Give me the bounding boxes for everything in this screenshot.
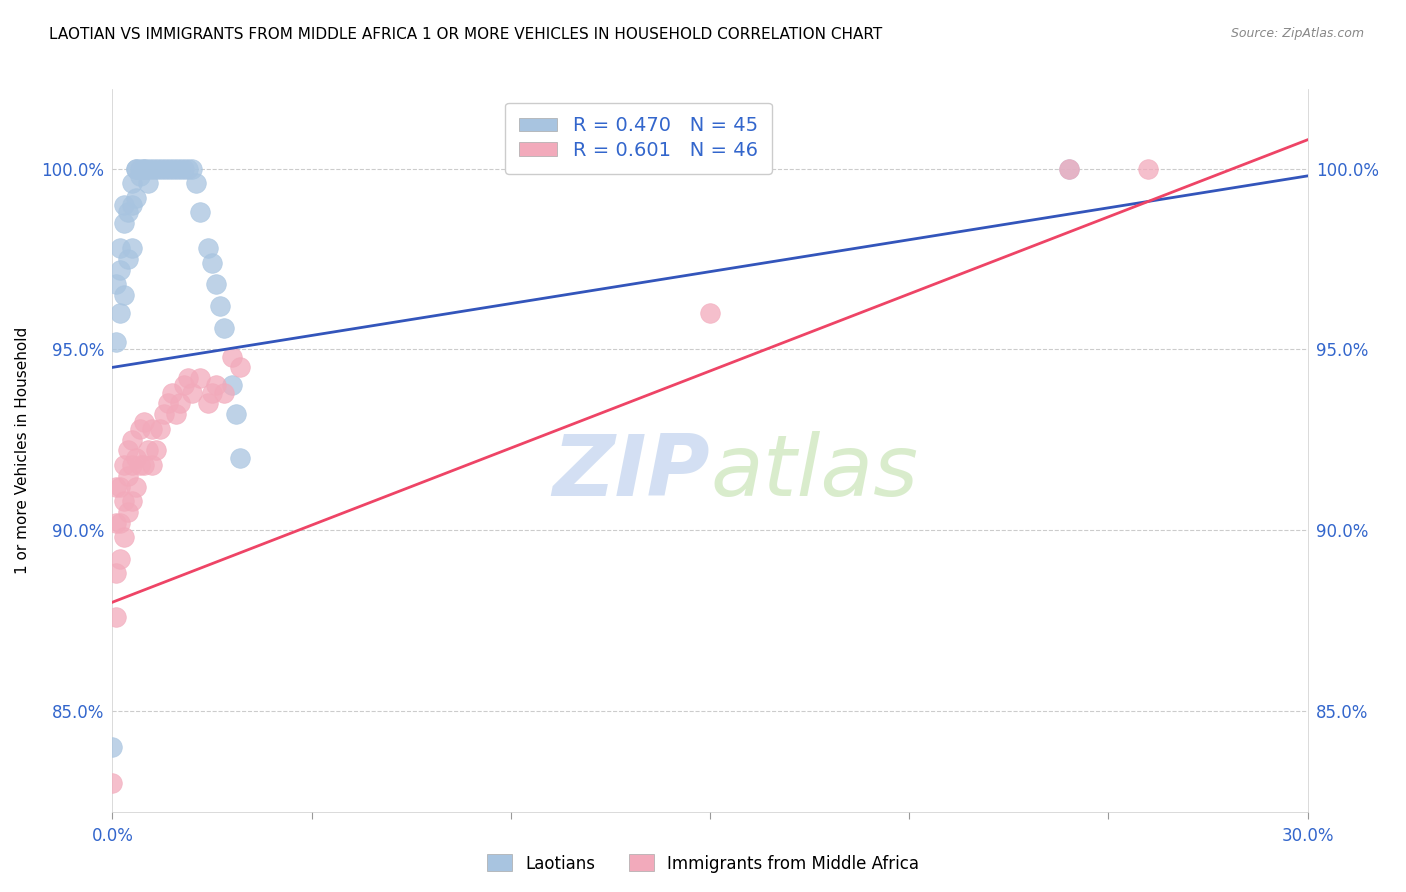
Text: LAOTIAN VS IMMIGRANTS FROM MIDDLE AFRICA 1 OR MORE VEHICLES IN HOUSEHOLD CORRELA: LAOTIAN VS IMMIGRANTS FROM MIDDLE AFRICA… [49,27,883,42]
Point [205,378,228,392]
Point [138,161,160,176]
Point [114,494,135,508]
Point [110,306,132,320]
Point [117,505,139,519]
Point [105,566,128,581]
Point [145,161,167,176]
Point [129,161,152,176]
Point [141,422,163,436]
Point [153,408,176,422]
Point [110,263,132,277]
Point [114,530,135,544]
Point [138,176,160,190]
Point [157,161,180,176]
Point [117,252,139,266]
Point [197,396,219,410]
Point [209,299,232,313]
Point [186,176,208,190]
Point [110,480,132,494]
Point [699,306,721,320]
Point [125,161,148,176]
Point [201,385,224,400]
Point [105,480,128,494]
Point [114,198,135,212]
Point [169,161,191,176]
Point [181,385,204,400]
Text: Source: ZipAtlas.com: Source: ZipAtlas.com [1230,27,1364,40]
Point [201,255,224,269]
Point [141,458,163,472]
Point [205,277,228,292]
Legend: Laotians, Immigrants from Middle Africa: Laotians, Immigrants from Middle Africa [481,847,925,880]
Point [121,176,143,190]
Y-axis label: 1 or more Vehicles in Household: 1 or more Vehicles in Household [15,326,30,574]
Point [221,378,243,392]
Point [129,422,152,436]
Point [145,443,167,458]
Point [1137,161,1160,176]
Text: ZIP: ZIP [553,431,710,514]
Point [138,443,160,458]
Point [197,241,219,255]
Point [125,191,148,205]
Point [114,458,135,472]
Point [117,205,139,219]
Point [105,335,128,350]
Point [101,739,124,754]
Point [134,458,156,472]
Point [212,320,235,334]
Legend: R = 0.470   N = 45, R = 0.601   N = 46: R = 0.470 N = 45, R = 0.601 N = 46 [505,103,772,174]
Point [105,277,128,292]
Point [125,450,148,465]
Point [110,241,132,255]
Point [125,161,148,176]
Point [121,458,143,472]
Point [1057,161,1080,176]
Text: atlas: atlas [710,431,918,514]
Point [117,468,139,483]
Point [153,161,176,176]
Point [110,516,132,530]
Point [165,161,187,176]
Point [114,288,135,302]
Point [221,350,243,364]
Point [125,480,148,494]
Point [181,161,204,176]
Point [162,161,183,176]
Point [129,169,152,183]
Point [134,161,156,176]
Point [134,415,156,429]
Point [149,161,172,176]
Point [101,776,124,790]
Point [105,516,128,530]
Point [117,443,139,458]
Point [121,433,143,447]
Point [177,371,200,385]
Point [121,494,143,508]
Point [134,161,156,176]
Point [114,216,135,230]
Point [173,161,195,176]
Point [121,241,143,255]
Point [121,198,143,212]
Point [157,396,180,410]
Point [212,385,235,400]
Point [129,458,152,472]
Point [188,205,211,219]
Point [1057,161,1080,176]
Point [110,552,132,566]
Point [188,371,211,385]
Point [229,450,252,465]
Point [162,385,183,400]
Point [105,609,128,624]
Point [173,378,195,392]
Point [149,422,172,436]
Point [177,161,200,176]
Point [165,408,187,422]
Point [169,396,191,410]
Point [229,360,252,375]
Point [141,161,163,176]
Point [225,408,247,422]
